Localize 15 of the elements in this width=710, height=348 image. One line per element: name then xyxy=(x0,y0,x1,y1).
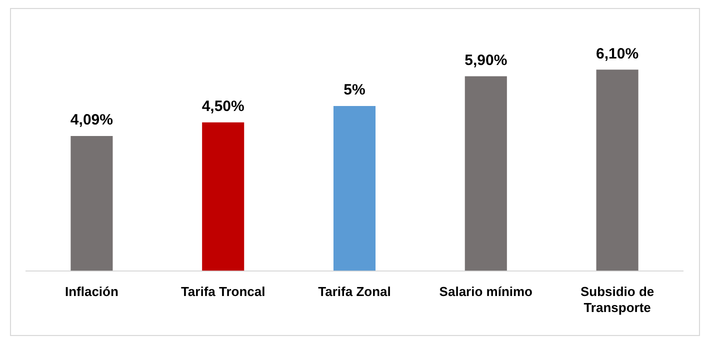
data-label: 5,90% xyxy=(464,52,508,69)
data-label: 4,50% xyxy=(202,98,244,116)
data-label: 5% xyxy=(344,82,366,99)
bar xyxy=(202,122,244,271)
data-label: 6,10% xyxy=(596,45,639,62)
data-label: 4,09% xyxy=(70,112,113,129)
x-tick-label: Subsidio de Transporte xyxy=(580,284,654,315)
bar xyxy=(464,76,507,271)
x-tick-label: Salario mínimo xyxy=(439,284,533,300)
x-tick-label: Tarifa Troncal xyxy=(180,284,266,300)
bar xyxy=(70,136,113,271)
x-tick-label: Tarifa Zonal xyxy=(318,284,391,300)
bar xyxy=(596,70,638,271)
x-tick-label: Inflación xyxy=(64,284,118,300)
bar xyxy=(333,106,376,271)
